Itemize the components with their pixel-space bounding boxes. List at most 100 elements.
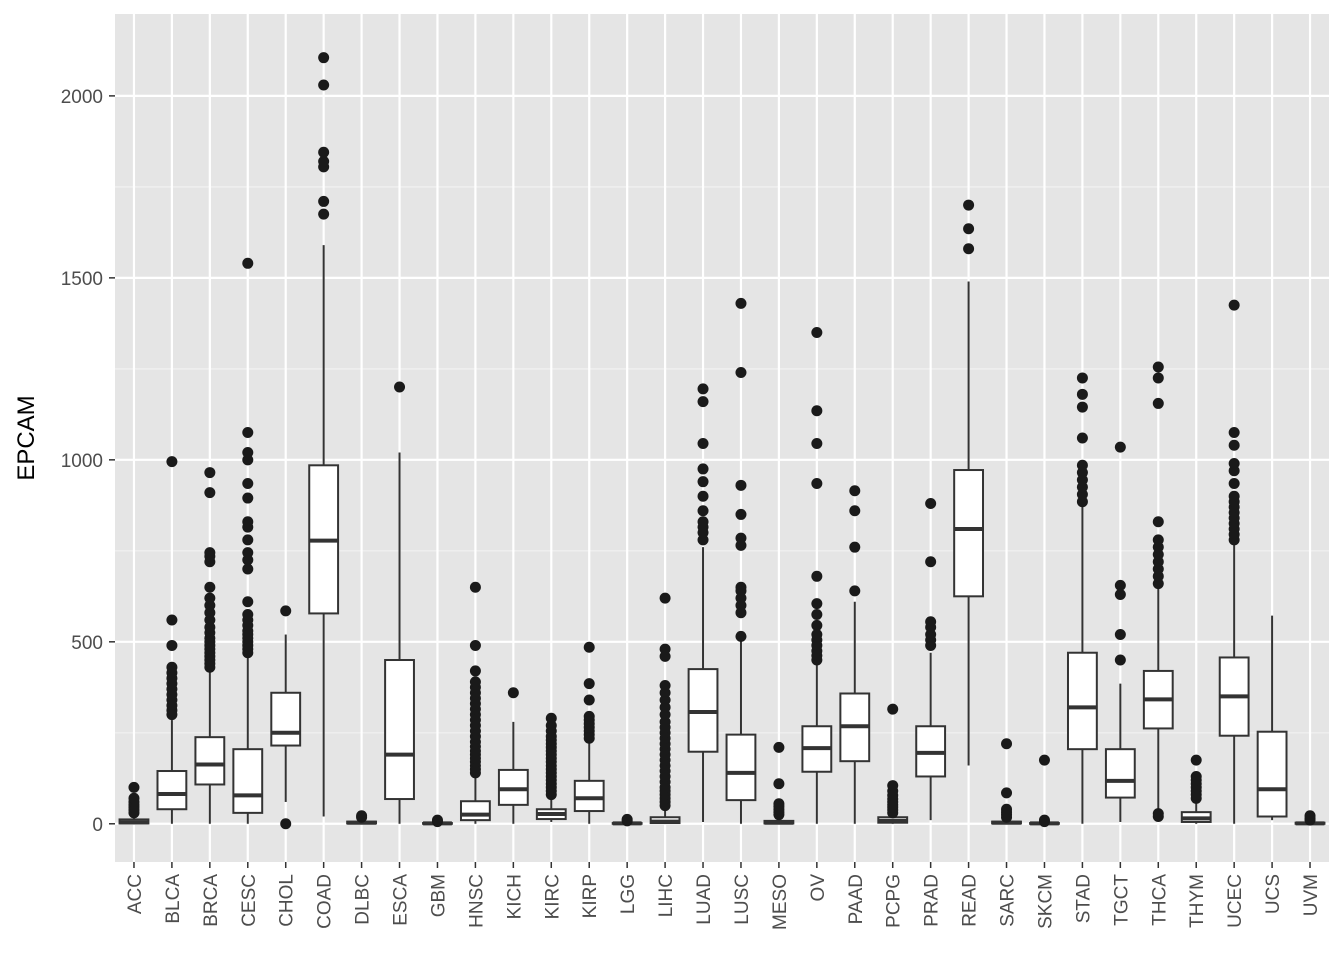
x-tick-label: HNSC — [466, 874, 487, 928]
outlier-point — [811, 405, 823, 417]
box-lgg — [611, 813, 643, 827]
x-tick-label: THYM — [1187, 874, 1208, 928]
x-tick-label: LUAD — [694, 874, 715, 925]
outlier-point — [431, 814, 443, 826]
outlier-point — [1152, 534, 1164, 546]
box-thca — [1142, 361, 1174, 823]
outlier-point — [242, 596, 254, 608]
outlier-point — [242, 447, 254, 459]
box-iqr — [1256, 730, 1288, 818]
outlier-point — [1228, 299, 1240, 311]
x-tick-label: DLBC — [353, 874, 374, 925]
y-axis: 0 500 1000 1500 2000 — [61, 87, 115, 836]
box-iqr — [384, 659, 415, 801]
box-iqr — [1066, 651, 1098, 751]
boxes-layer — [118, 52, 1326, 830]
box-pcpg — [877, 703, 909, 824]
outlier-point — [811, 570, 823, 582]
box-cesc — [232, 257, 264, 824]
outlier-point — [318, 155, 330, 167]
outlier-point — [659, 643, 671, 655]
outlier-point — [925, 498, 937, 510]
outlier-point — [963, 243, 975, 255]
box-luad — [687, 383, 719, 822]
outlier-point — [204, 467, 216, 479]
x-tick-label: CESC — [239, 874, 260, 927]
x-tick-label: BRCA — [201, 874, 222, 927]
outlier-point — [1076, 388, 1088, 400]
outlier-point — [811, 326, 823, 338]
outlier-point — [811, 437, 823, 449]
box-paad — [839, 485, 871, 824]
box-chol — [270, 605, 302, 830]
outlier-point — [925, 616, 937, 628]
outlier-point — [242, 534, 254, 546]
x-tick-label: GBM — [428, 874, 449, 917]
outlier-point — [583, 694, 595, 706]
outlier-point — [204, 487, 216, 499]
box-iqr — [232, 748, 264, 814]
outlier-point — [1076, 401, 1088, 413]
outlier-point — [469, 676, 481, 688]
outlier-point — [697, 505, 709, 517]
outlier-point — [356, 810, 368, 822]
outlier-point — [735, 479, 747, 491]
outlier-point — [318, 146, 330, 158]
outlier-point — [1304, 810, 1316, 822]
box-iqr — [270, 691, 302, 747]
outlier-point — [811, 598, 823, 610]
outlier-point — [1001, 738, 1013, 750]
box-iqr — [573, 779, 605, 813]
box-kich — [497, 687, 529, 824]
x-tick-label: PRAD — [922, 874, 943, 927]
outlier-point — [1228, 439, 1240, 451]
x-tick-label: READ — [960, 874, 981, 927]
outlier-point — [1038, 814, 1050, 826]
x-tick-label: SARC — [998, 874, 1019, 927]
outlier-point — [1038, 754, 1050, 766]
box-iqr — [1104, 748, 1136, 799]
x-tick-label: PCPG — [884, 874, 905, 928]
x-tick-label: BLCA — [163, 874, 184, 924]
x-tick-label: THCA — [1149, 874, 1170, 926]
outlier-point — [242, 427, 254, 439]
box-meso — [763, 741, 795, 825]
outlier-point — [811, 477, 823, 489]
outlier-point — [242, 547, 254, 559]
y-tick-label: 500 — [71, 633, 103, 654]
outlier-point — [128, 781, 140, 793]
outlier-point — [128, 792, 140, 804]
outlier-point — [697, 476, 709, 488]
outlier-point — [697, 463, 709, 475]
outlier-point — [242, 477, 254, 489]
x-tick-label: UCEC — [1225, 874, 1246, 928]
outlier-point — [242, 609, 254, 621]
outlier-point — [242, 516, 254, 528]
outlier-point — [545, 712, 557, 724]
box-dlbc — [346, 810, 378, 825]
outlier-point — [697, 490, 709, 502]
box-iqr — [459, 800, 491, 822]
outlier-point — [166, 614, 178, 626]
outlier-point — [469, 639, 481, 651]
x-tick-label: LGG — [618, 874, 639, 914]
x-tick-label: OV — [808, 874, 829, 902]
box-blca — [156, 456, 188, 824]
box-gbm — [422, 814, 453, 828]
outlier-point — [280, 818, 292, 830]
outlier-point — [735, 508, 747, 520]
box-iqr — [953, 469, 985, 598]
outlier-point — [469, 581, 481, 593]
outlier-point — [735, 581, 747, 593]
outlier-point — [773, 798, 785, 810]
outlier-point — [318, 52, 330, 64]
outlier-point — [697, 396, 709, 408]
outlier-point — [1114, 654, 1126, 666]
outlier-point — [811, 609, 823, 621]
outlier-point — [583, 641, 595, 653]
outlier-point — [659, 679, 671, 691]
x-tick-label: KICH — [504, 874, 525, 919]
outlier-point — [1228, 457, 1240, 469]
box-prad — [915, 498, 947, 821]
